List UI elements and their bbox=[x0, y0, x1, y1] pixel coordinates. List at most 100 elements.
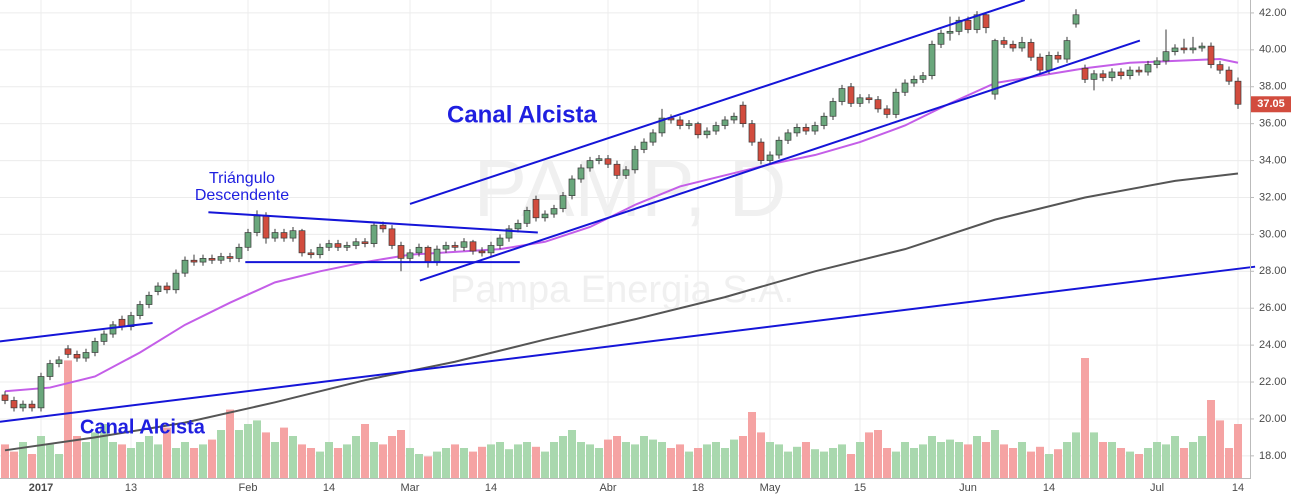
candle-body bbox=[109, 324, 117, 335]
volume-bar bbox=[1108, 442, 1116, 478]
volume-bar bbox=[199, 444, 207, 478]
volume-bar bbox=[1009, 448, 1017, 478]
candle-body bbox=[802, 126, 810, 132]
candle-body bbox=[622, 169, 630, 176]
candle-body bbox=[379, 224, 387, 230]
y-tick-label: 36.00 bbox=[1259, 118, 1287, 130]
candle-body bbox=[586, 160, 594, 169]
volume-bar bbox=[595, 448, 603, 478]
candle-body bbox=[10, 400, 18, 409]
volume-bar bbox=[1198, 436, 1206, 478]
volume-bar bbox=[181, 442, 189, 478]
y-tick-label: 20.00 bbox=[1259, 413, 1287, 425]
volume-bar bbox=[1099, 442, 1107, 478]
trendline bbox=[0, 265, 1256, 423]
x-tick-label: Feb bbox=[239, 482, 258, 494]
last-price-box bbox=[1251, 96, 1291, 113]
volume-bar bbox=[1189, 442, 1197, 478]
candle-body bbox=[730, 115, 738, 121]
volume-bar bbox=[46, 444, 54, 478]
candle-body bbox=[82, 352, 90, 359]
y-tick-label: 26.00 bbox=[1259, 302, 1287, 314]
volume-bar bbox=[802, 442, 810, 478]
candle-body bbox=[973, 14, 981, 30]
candle-body bbox=[253, 215, 261, 233]
candle-body bbox=[703, 130, 711, 136]
candle-body bbox=[73, 353, 81, 359]
candle-body bbox=[1000, 40, 1008, 45]
volume-bar bbox=[127, 448, 135, 478]
candle-body bbox=[1135, 69, 1143, 73]
volume-bar bbox=[973, 436, 981, 478]
y-tick-label: 40.00 bbox=[1259, 44, 1287, 56]
x-tick-label: 14 bbox=[1232, 482, 1244, 494]
volume-bar bbox=[892, 451, 900, 478]
candle-body bbox=[811, 125, 819, 132]
volume-bar bbox=[658, 442, 666, 478]
candle-body bbox=[1027, 42, 1035, 58]
volume-bar bbox=[874, 430, 882, 478]
ma-layer bbox=[4, 58, 1239, 452]
volume-bar bbox=[613, 436, 621, 478]
candle-body bbox=[1009, 43, 1017, 49]
candle-body bbox=[208, 258, 216, 261]
volume-bar bbox=[478, 446, 486, 478]
candle-body bbox=[91, 341, 99, 353]
volume-bar bbox=[730, 439, 738, 478]
volume-bar bbox=[388, 436, 396, 478]
candle-body bbox=[235, 246, 243, 259]
candle-body bbox=[505, 228, 513, 239]
candle-body bbox=[649, 132, 657, 143]
volume-bar bbox=[406, 448, 414, 478]
candle-body bbox=[1072, 14, 1080, 25]
candle-body bbox=[604, 158, 612, 165]
trendline bbox=[208, 211, 538, 234]
candle-body bbox=[289, 230, 297, 239]
candle-body bbox=[415, 246, 423, 254]
volume-bar bbox=[919, 444, 927, 478]
y-tick-label: 28.00 bbox=[1259, 265, 1287, 277]
candle-body bbox=[307, 252, 315, 256]
volume-bar bbox=[1090, 432, 1098, 478]
volume-bar bbox=[1072, 432, 1080, 478]
volume-bar bbox=[1036, 446, 1044, 478]
volume-bar bbox=[577, 442, 585, 478]
volume-bar bbox=[280, 427, 288, 478]
volume-bar bbox=[676, 444, 684, 478]
volume-bar bbox=[1081, 358, 1089, 478]
candle-body bbox=[361, 241, 369, 244]
moving-average bbox=[4, 58, 1239, 393]
candle-body bbox=[406, 252, 414, 259]
x-tick-label: 14 bbox=[1043, 482, 1055, 494]
volume-bar bbox=[1027, 451, 1035, 478]
volume-bar bbox=[955, 442, 963, 478]
candle-body bbox=[199, 258, 207, 263]
candle-body bbox=[19, 403, 27, 409]
x-tick-label: 14 bbox=[323, 482, 335, 494]
y-tick-label: 30.00 bbox=[1259, 228, 1287, 240]
y-tick-label: 42.00 bbox=[1259, 7, 1287, 19]
candle-body bbox=[523, 210, 531, 224]
volume-layer bbox=[1, 358, 1242, 478]
volume-bar bbox=[28, 454, 36, 478]
volume-bar bbox=[442, 448, 450, 478]
candle-body bbox=[937, 32, 945, 45]
candle-body bbox=[1090, 73, 1098, 80]
volume-bar bbox=[325, 442, 333, 478]
volume-bar bbox=[829, 448, 837, 478]
volume-bar bbox=[262, 432, 270, 478]
candle-body bbox=[217, 256, 225, 261]
candle-body bbox=[370, 224, 378, 244]
candle-body bbox=[343, 245, 351, 248]
candle-body bbox=[1081, 67, 1089, 80]
candle-body bbox=[1234, 80, 1242, 105]
candle-body bbox=[424, 246, 432, 263]
volume-bar bbox=[460, 448, 468, 478]
candle-body bbox=[658, 117, 666, 134]
candle-body bbox=[640, 141, 648, 150]
candle-body bbox=[55, 359, 63, 364]
candle-body bbox=[451, 245, 459, 248]
candle-body bbox=[865, 97, 873, 101]
